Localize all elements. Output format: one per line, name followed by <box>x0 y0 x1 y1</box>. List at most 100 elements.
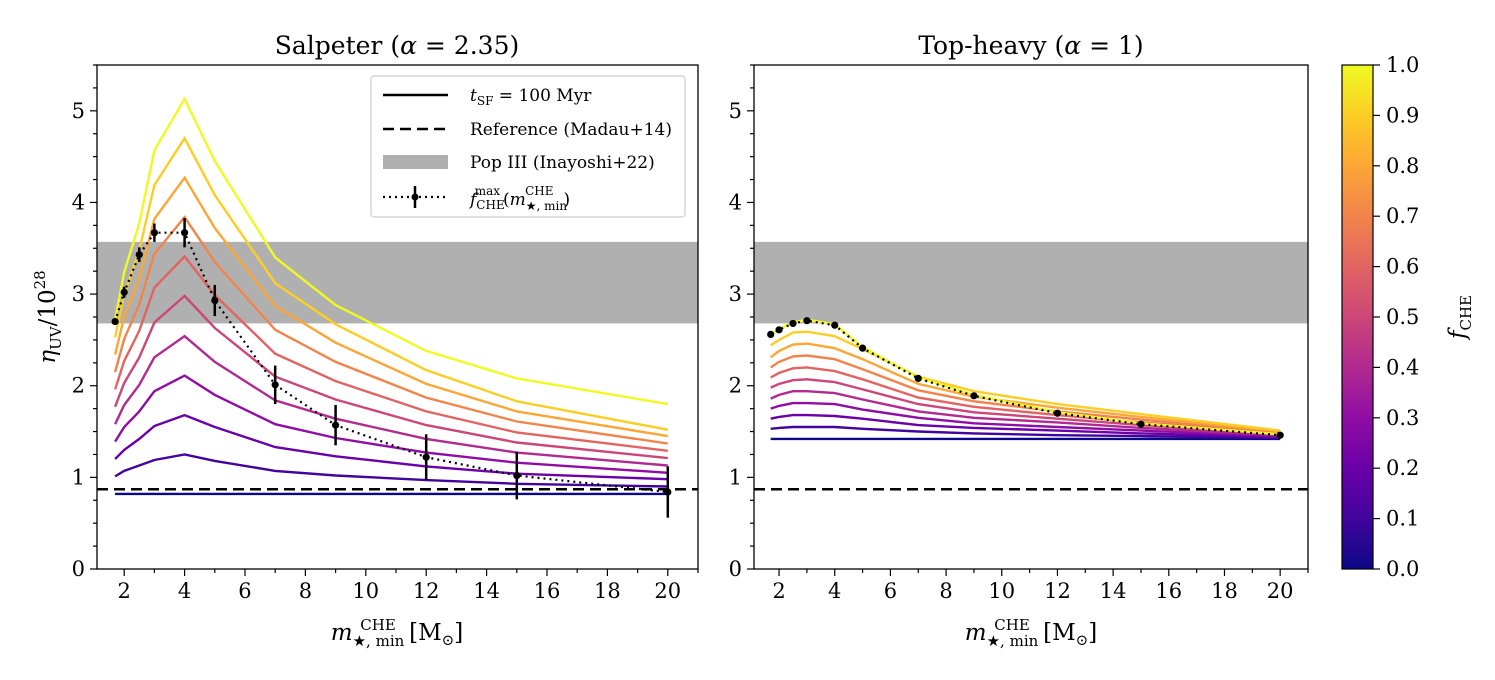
fmax-point <box>513 471 521 480</box>
y-tick-label: 5 <box>72 99 85 123</box>
fmax-point <box>1137 420 1145 428</box>
pop3-band <box>754 241 1308 324</box>
colorbar-ticks: 0.0 0.1 0.2 0.3 0.4 0.5 0.6 0.7 0.8 0.9 1.0 <box>1373 53 1419 581</box>
x-tick-label: 18 <box>594 579 621 603</box>
x-tick-label: 6 <box>238 579 251 603</box>
series-line-f0.2 <box>114 413 668 481</box>
x-tick-label: 8 <box>939 579 952 603</box>
y-tick-label: 4 <box>729 190 742 214</box>
series-line-f0.3 <box>114 374 668 474</box>
series-lines <box>113 96 669 496</box>
series-line-f0.4 <box>770 390 1281 437</box>
y-tick-label: 3 <box>72 282 85 306</box>
legend-pop3-swatch <box>383 155 448 169</box>
x-tick-label: 10 <box>352 579 379 603</box>
fmax-point <box>831 321 839 329</box>
series-lines <box>769 318 1281 441</box>
fmax-point <box>858 344 867 352</box>
legend-pop3-label: Pop III (Inayoshi+22) <box>470 153 655 173</box>
y-ticks: 0 1 2 3 4 5 <box>729 64 754 581</box>
series-line-f0.2 <box>770 413 1281 439</box>
legend-frame <box>370 75 686 218</box>
series-line-f0.4 <box>114 334 668 467</box>
series-line-f0.1 <box>114 453 668 488</box>
y-tick-label: 3 <box>729 282 742 306</box>
fmax-point <box>664 488 672 496</box>
x-tick-label: 2 <box>772 579 785 603</box>
legend: tSF = 100 Myr Reference (Madau+14) Pop I… <box>370 75 686 218</box>
colorbar-tick-label: 0.8 <box>1386 154 1419 178</box>
x-tick-label: 6 <box>884 579 897 603</box>
x-tick-label: 8 <box>299 579 312 603</box>
y-tick-label: 2 <box>72 374 85 398</box>
fmax-point <box>1276 431 1284 439</box>
series-line-f0.5 <box>770 378 1281 436</box>
x-tick-label: 14 <box>1100 579 1127 603</box>
y-ticks: 0 1 2 3 4 5 <box>72 64 97 581</box>
fmax-point <box>767 330 775 339</box>
pop3-band <box>97 241 698 324</box>
fmax-point <box>120 288 128 296</box>
colorbar-tick-label: 0.0 <box>1386 557 1419 581</box>
colorbar-tick-label: 0.4 <box>1386 355 1419 379</box>
fmax-point <box>422 453 430 461</box>
x-tick-label: 10 <box>988 579 1015 603</box>
series-line-f0.8 <box>113 175 668 438</box>
colorbar-tick-label: 0.1 <box>1386 507 1419 531</box>
x-ticks: 2 4 6 8 10 12 14 16 18 20 <box>772 569 1309 603</box>
fmax-curve <box>767 317 1284 439</box>
colorbar-tick-label: 0.6 <box>1386 255 1419 279</box>
colorbar-tick-label: 0.9 <box>1386 103 1419 127</box>
series-line-f0.6 <box>770 366 1281 435</box>
x-tick-label: 16 <box>1155 579 1182 603</box>
xlabel-salpeter: m★, minCHE [M⊙] <box>331 616 463 650</box>
series-line-f1.0 <box>113 96 669 406</box>
x-tick-label: 4 <box>178 579 191 603</box>
fmax-curve <box>111 218 672 518</box>
y-tick-label: 1 <box>729 465 742 489</box>
fmax-point <box>331 421 340 429</box>
x-tick-label: 2 <box>117 579 130 603</box>
fmax-point <box>970 392 978 400</box>
fmax-point <box>1053 409 1062 417</box>
colorbar-tick-label: 1.0 <box>1386 53 1419 77</box>
panel-top-heavy: Top-heavy (α = 1) 2 4 6 8 10 12 14 16 18 20 01234… <box>729 31 1309 650</box>
fmax-point <box>111 317 119 326</box>
x-tick-label: 20 <box>1267 579 1294 603</box>
series-line-f0.1 <box>770 425 1281 440</box>
x-tick-label: 12 <box>413 579 440 603</box>
colorbar-gradient <box>1341 64 1374 570</box>
x-tick-label: 18 <box>1211 579 1238 603</box>
x-tick-label: 16 <box>534 579 561 603</box>
x-ticks: 2 4 6 8 10 12 14 16 18 20 <box>117 569 699 603</box>
x-tick-label: 14 <box>473 579 500 603</box>
panel-salpeter: Salpeter (α = 2.35) 2 4 6 8 10 12 14 16 18 20 012… <box>31 31 699 650</box>
fmax-point <box>135 251 143 259</box>
y-tick-label: 0 <box>72 557 85 581</box>
y-tick-label: 2 <box>729 374 742 398</box>
y-tick-label: 5 <box>729 99 742 123</box>
series-line-f0.5 <box>113 294 668 460</box>
y-tick-label: 1 <box>72 465 85 489</box>
fmax-point <box>914 374 922 382</box>
series-line-f0.3 <box>770 401 1281 438</box>
legend-fmax-marker <box>411 193 419 201</box>
title-top-heavy: Top-heavy (α = 1) <box>918 31 1143 60</box>
title-salpeter: Salpeter (α = 2.35) <box>275 31 519 60</box>
y-tick-label: 4 <box>72 190 85 214</box>
fmax-point <box>775 326 783 334</box>
colorbar-tick-label: 0.5 <box>1386 305 1419 329</box>
x-tick-label: 20 <box>654 579 681 603</box>
series-line-f0.7 <box>113 215 668 445</box>
colorbar-label: fCHE <box>1445 295 1475 341</box>
colorbar-tick-label: 0.3 <box>1386 406 1419 430</box>
fmax-point <box>789 319 797 328</box>
x-tick-label: 4 <box>828 579 841 603</box>
legend-fmax-label: fCHEmax (m★, minCHE) <box>468 184 570 213</box>
legend-reference-label: Reference (Madau+14) <box>470 120 672 140</box>
ylabel: ηUV/1028 <box>31 270 65 363</box>
fmax-point <box>211 296 219 305</box>
y-tick-label: 0 <box>729 557 742 581</box>
fmax-line <box>114 231 668 494</box>
